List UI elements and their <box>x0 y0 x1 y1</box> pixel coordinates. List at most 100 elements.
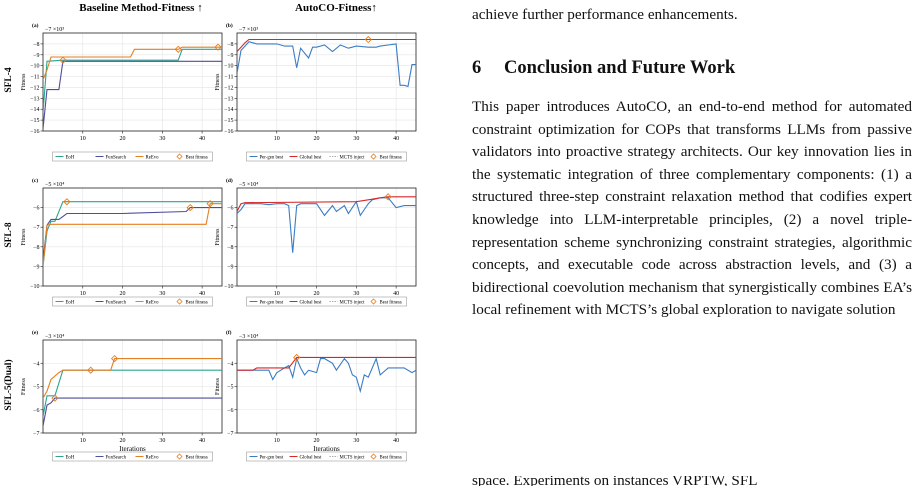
section-heading: 6 Conclusion and Future Work <box>472 58 735 79</box>
legend-label: EoH <box>66 155 75 160</box>
axis-exponent: −7 ×10³ <box>239 27 258 33</box>
x-tick-label: 20 <box>120 438 126 444</box>
y-tick-label: −8 <box>227 245 233 251</box>
x-tick-label: 10 <box>274 291 280 297</box>
row-label-0: SFL-4 <box>4 67 14 93</box>
x-tick-label: 20 <box>120 291 126 297</box>
y-tick-label: −13 <box>224 96 233 102</box>
panel-3: 10 20 30 40 −6 −7 −8 −9 −10 −5 ×10⁴ (d) Fitness Per-… <box>215 177 417 307</box>
y-tick-label: −14 <box>224 107 233 113</box>
axis-exponent: −3 ×10⁴ <box>239 334 258 340</box>
legend-label: FunSearch <box>106 155 127 160</box>
legend-label: Best fitness <box>380 300 402 305</box>
y-tick-label: −16 <box>224 129 233 135</box>
clipped-line: space. Experiments on instances VRPTW, S… <box>472 476 758 486</box>
x-tick-label: 30 <box>159 291 165 297</box>
y-tick-label: −6 <box>227 408 233 414</box>
y-axis-label: Fitness <box>215 228 221 246</box>
legend-box <box>52 296 213 307</box>
panel-letter: (a) <box>32 22 39 29</box>
series-global-best <box>237 356 416 371</box>
legend-label: Best fitness <box>186 455 208 460</box>
legend-box <box>52 451 213 462</box>
legend: EoH FunSearch ReEvo Best fitness <box>52 151 213 162</box>
y-tick-label: −15 <box>30 118 39 124</box>
y-tick-label: −7 <box>33 431 39 437</box>
legend-label: Per-gen best <box>260 300 284 305</box>
x-tick-label: 20 <box>120 136 126 142</box>
legend-label: FunSearch <box>106 455 127 460</box>
legend-box <box>52 151 213 162</box>
y-tick-label: −9 <box>33 264 39 270</box>
best-fitness-marker <box>59 56 67 64</box>
y-tick-label: −10 <box>30 284 39 290</box>
series-global-best <box>237 38 416 52</box>
legend-marker <box>176 298 183 305</box>
lead-paragraph: achieve further performance enhancements… <box>472 6 738 23</box>
col-title-autoco: AutoCO-Fitness↑ <box>295 2 377 14</box>
legend-box <box>246 451 407 462</box>
axis-exponent: −5 ×10⁴ <box>239 182 258 188</box>
y-tick-label: −6 <box>227 206 233 212</box>
legend-marker <box>370 153 377 160</box>
y-tick-label: −12 <box>30 85 39 91</box>
y-tick-label: −8 <box>33 42 39 48</box>
x-tick-label: 40 <box>393 136 399 142</box>
y-axis-label: Fitness <box>215 73 221 91</box>
legend: EoH FunSearch ReEvo Best fitness <box>52 451 213 462</box>
conclusion-paragraph: This paper introduces AutoCO, an end-to-… <box>472 98 912 319</box>
y-axis-label: Fitness <box>21 73 27 91</box>
best-fitness-marker <box>384 193 392 201</box>
y-tick-label: −4 <box>227 361 233 367</box>
series-reevo <box>43 46 222 81</box>
best-fitness-marker <box>51 394 59 402</box>
legend-label: FunSearch <box>106 300 127 305</box>
legend-label: Best fitness <box>380 155 402 160</box>
series-eoh <box>43 369 222 417</box>
y-tick-label: −10 <box>224 64 233 70</box>
row-label-1: SFL-8 <box>4 222 14 248</box>
y-axis-label: Fitness <box>21 228 27 246</box>
series-eoh <box>43 201 222 267</box>
best-fitness-marker <box>206 200 214 208</box>
legend-marker <box>370 453 377 460</box>
y-tick-label: −5 <box>33 385 39 391</box>
y-tick-label: −8 <box>227 42 233 48</box>
y-tick-label: −11 <box>30 75 39 81</box>
y-tick-label: −6 <box>33 408 39 414</box>
legend: Per-gen best Global best MCTS inject Best f… <box>246 451 407 462</box>
x-tick-label: 20 <box>314 136 320 142</box>
y-tick-label: −9 <box>227 53 233 59</box>
x-tick-label: 20 <box>314 438 320 444</box>
series-per-gen-best <box>237 197 416 253</box>
series-funsearch <box>43 207 222 261</box>
legend: EoH FunSearch ReEvo Best fitness <box>52 296 213 307</box>
legend: Per-gen best Global best MCTS inject Best f… <box>246 296 407 307</box>
series-eoh <box>43 48 222 113</box>
best-fitness-marker <box>364 35 372 44</box>
y-tick-label: −8 <box>33 245 39 251</box>
axes-frame <box>236 32 417 132</box>
panel-letter: (b) <box>226 22 233 29</box>
legend-label: Global best <box>300 455 323 460</box>
x-tick-label: 10 <box>274 438 280 444</box>
x-tick-label: 30 <box>159 438 165 444</box>
legend-label: MCTS inject <box>340 155 366 160</box>
y-tick-label: −10 <box>224 284 233 290</box>
panel-letter: (f) <box>226 329 232 336</box>
legend-label: Best fitness <box>186 155 208 160</box>
series-per-gen-best <box>237 356 416 394</box>
series-global-best <box>237 196 416 212</box>
legend-label: ReEvo <box>146 455 160 460</box>
y-tick-label: −7 <box>227 225 233 231</box>
section-number: 6 <box>472 58 482 78</box>
axis-exponent: −3 ×10⁴ <box>45 334 64 340</box>
legend-box <box>246 296 407 307</box>
y-tick-label: −9 <box>227 264 233 270</box>
series-reevo <box>43 203 222 267</box>
y-tick-label: −7 <box>227 431 233 437</box>
x-tick-label: 30 <box>353 438 359 444</box>
panel-2: 10 20 30 40 −6 −7 −8 −9 −10 −5 ×10⁴ (c) Fitness EoH F… <box>21 177 223 307</box>
series-funsearch <box>43 60 222 129</box>
y-axis-label: Fitness <box>21 377 27 395</box>
